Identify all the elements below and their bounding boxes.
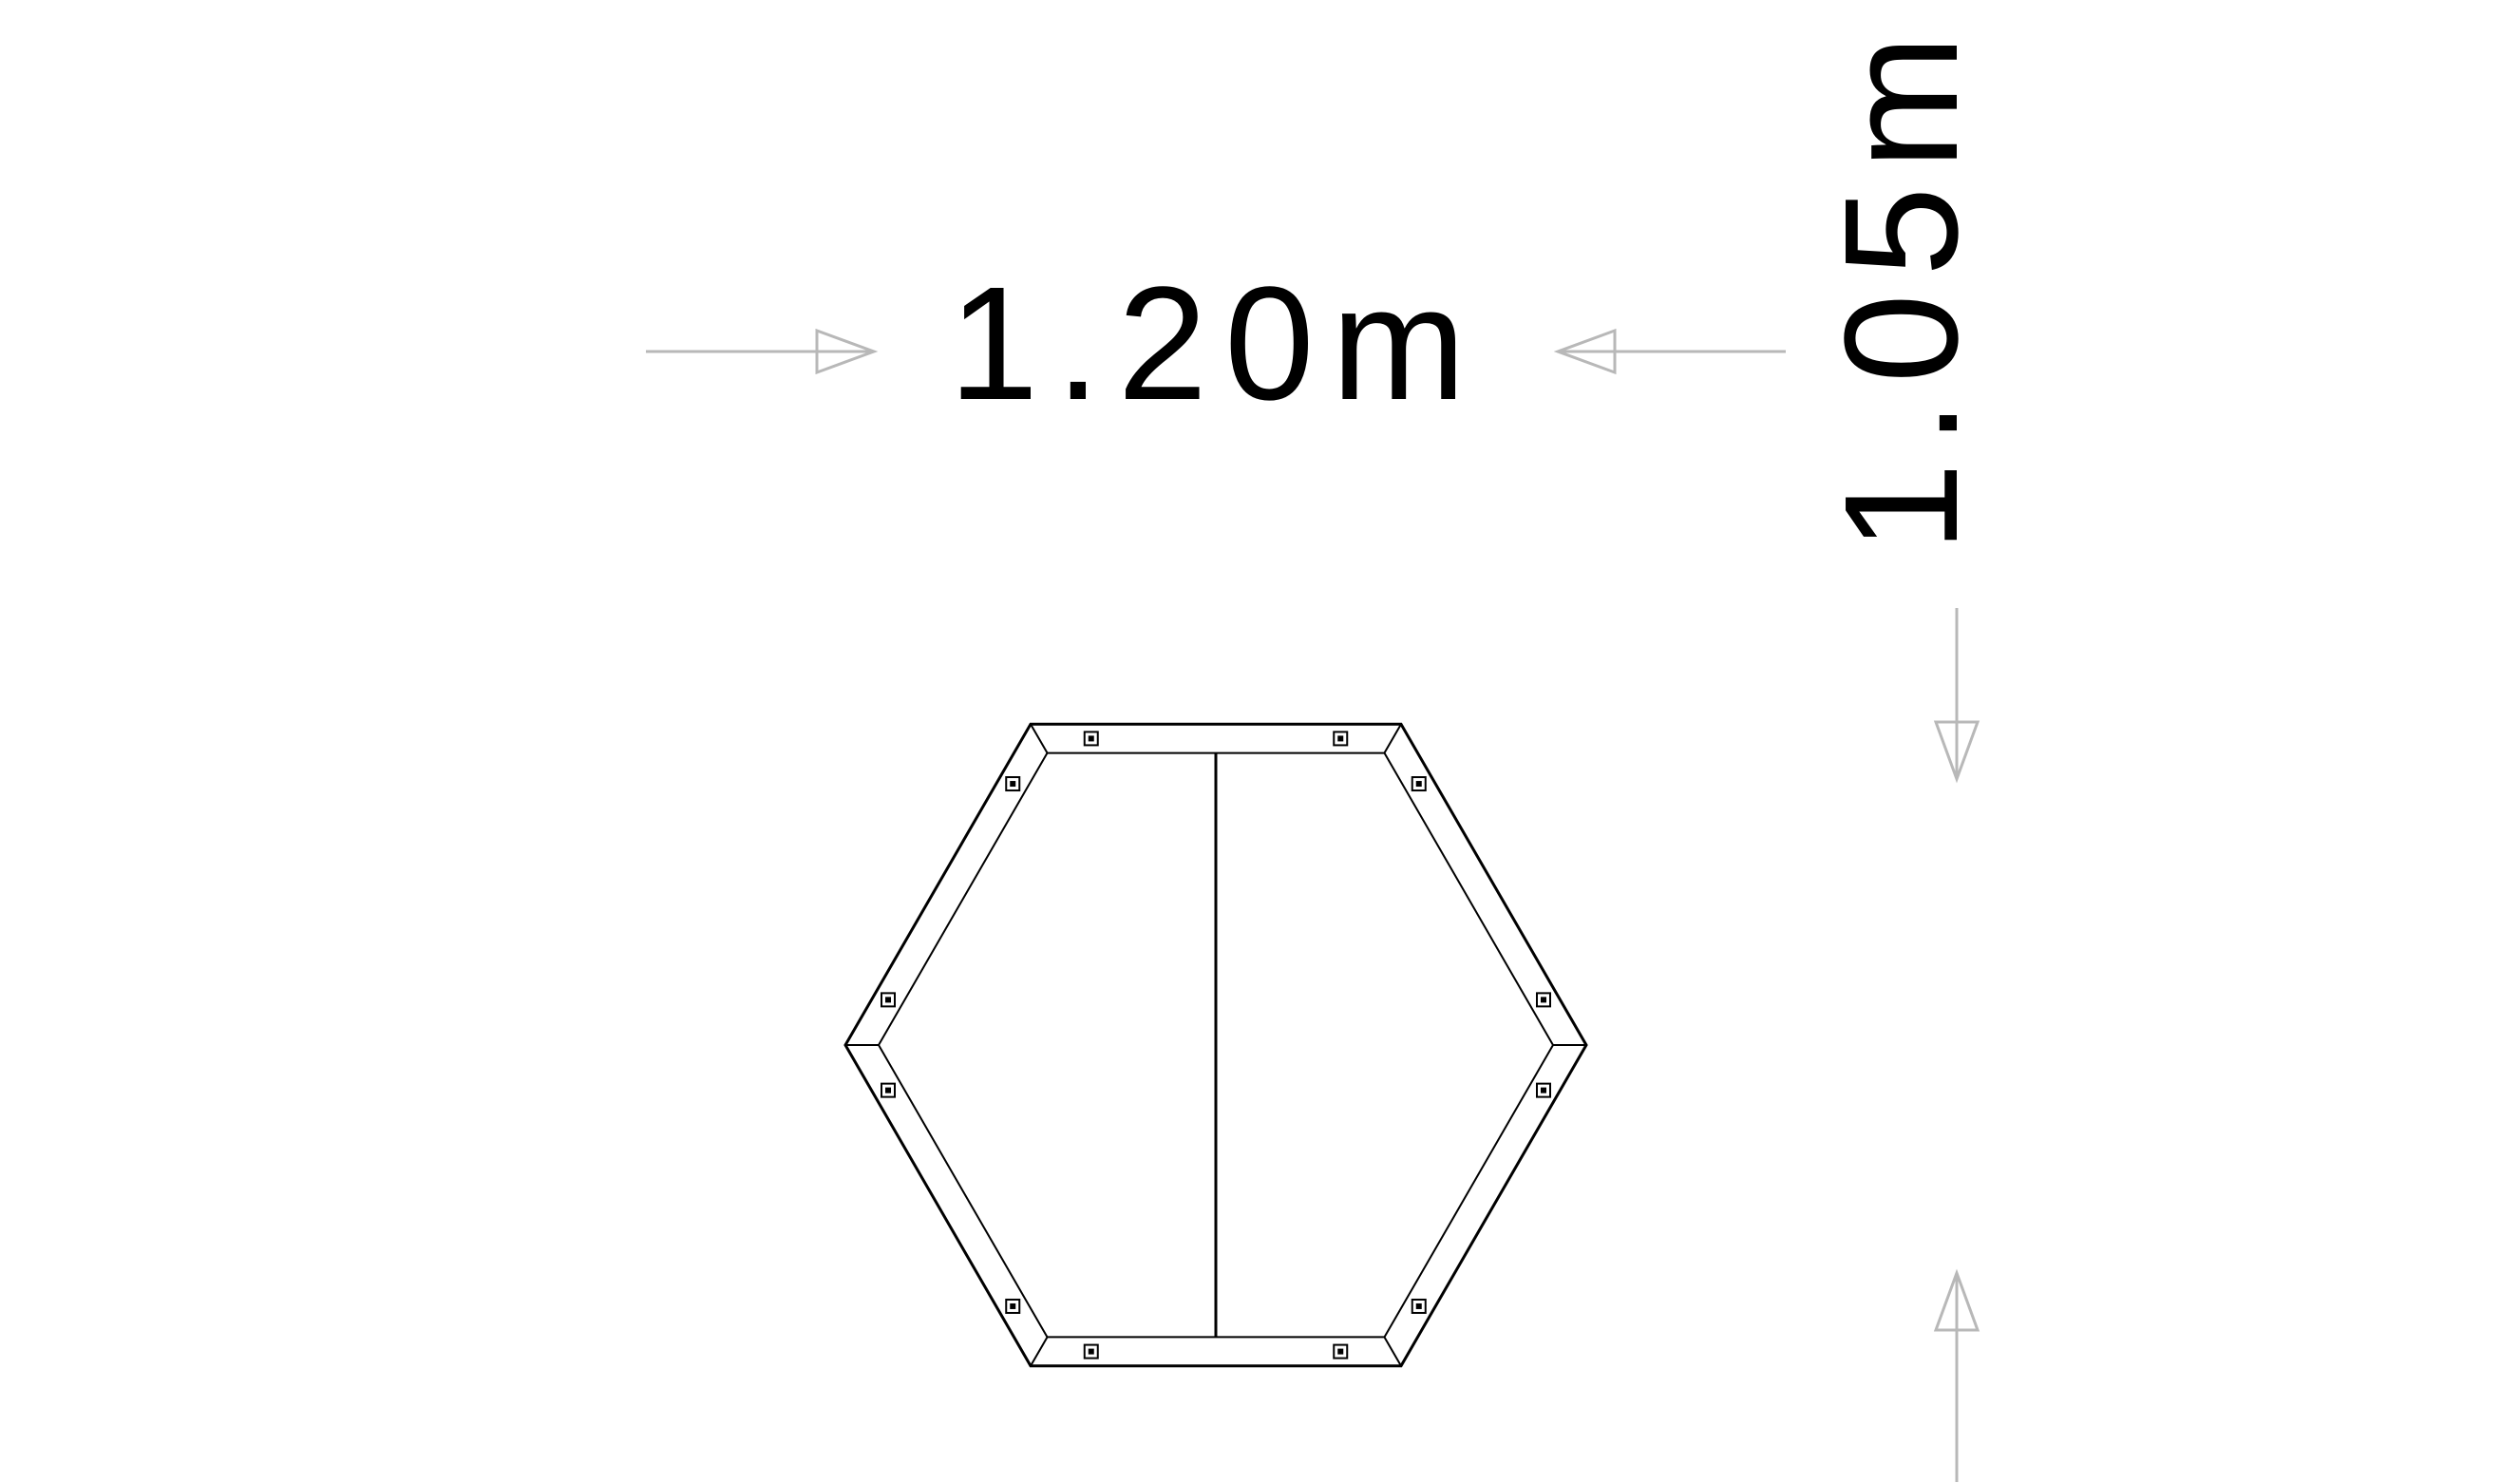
bolt-hole-center (1010, 781, 1015, 787)
bolt-hole-center (885, 1088, 891, 1093)
bolt-hole-center (1541, 997, 1546, 1002)
bolt-hole-center (1337, 735, 1343, 741)
bolt-hole-center (1089, 1349, 1094, 1355)
bolt-hole-center (1416, 1303, 1422, 1309)
dim-height-label: 1.05m (1811, 18, 1992, 552)
hex-joint-line (1031, 724, 1048, 752)
dim-width-label: 1.20m (949, 254, 1483, 434)
bolt-hole-center (1541, 1088, 1546, 1093)
bolt-hole-center (1089, 735, 1094, 741)
bolt-hole-center (1337, 1349, 1343, 1355)
bolt-hole-center (1416, 781, 1422, 787)
bolt-hole-center (1010, 1303, 1015, 1309)
hex-joint-line (1385, 724, 1402, 752)
hex-joint-line (1031, 1337, 1048, 1365)
hex-joint-line (1385, 1337, 1402, 1365)
bolt-hole-center (885, 997, 891, 1002)
